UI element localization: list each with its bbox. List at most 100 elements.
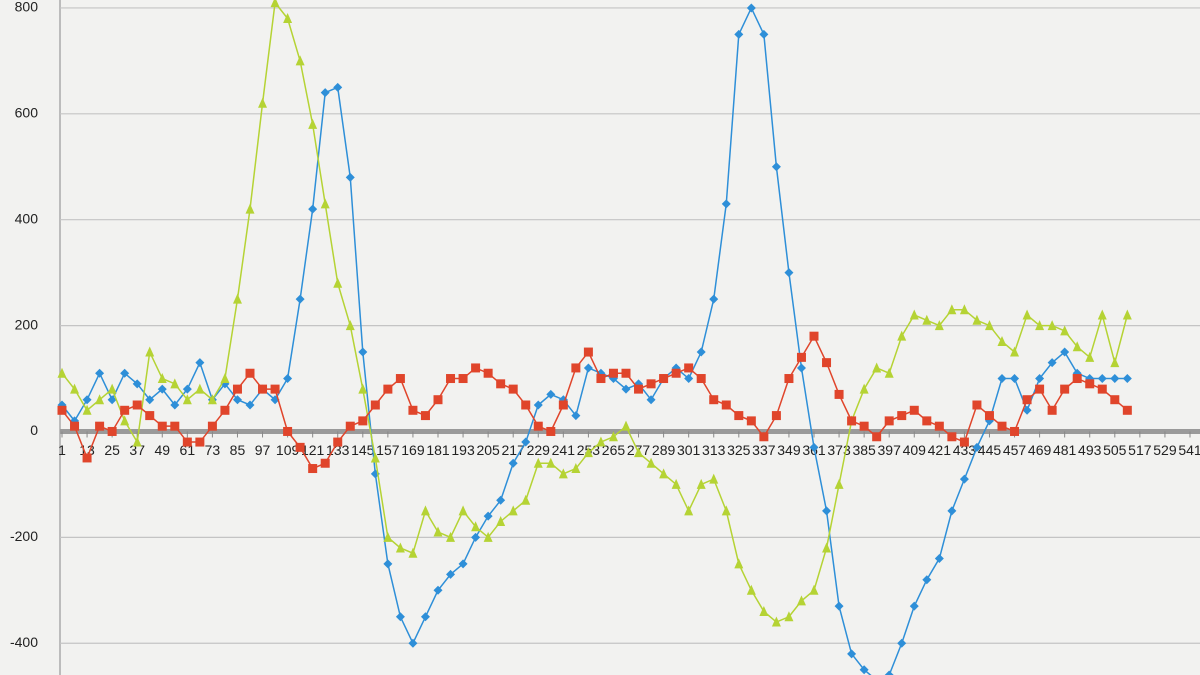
y-tick-label: 800 (15, 0, 39, 15)
point (333, 82, 343, 92)
point (859, 421, 869, 431)
point (571, 363, 581, 373)
point (446, 374, 456, 384)
point (1097, 374, 1107, 384)
x-tick-label: 313 (702, 442, 726, 458)
point (959, 474, 969, 484)
point (496, 495, 506, 505)
point (659, 468, 669, 479)
point (1097, 384, 1107, 394)
point (734, 558, 744, 569)
point (859, 383, 869, 394)
point (508, 505, 518, 516)
point (1110, 374, 1120, 384)
x-tick-label: 445 (978, 442, 1002, 458)
point (646, 395, 656, 405)
point (82, 395, 92, 405)
point (897, 411, 907, 421)
point (671, 478, 681, 489)
point (721, 505, 731, 516)
point (847, 416, 857, 426)
point (721, 400, 731, 410)
point (1085, 351, 1095, 362)
point (659, 374, 669, 384)
point (157, 384, 167, 394)
point (471, 532, 481, 542)
point (709, 473, 719, 484)
point (295, 442, 305, 452)
point (872, 362, 882, 373)
point (408, 405, 418, 415)
point (746, 584, 756, 595)
point (997, 421, 1007, 431)
x-tick-label: 325 (727, 442, 751, 458)
point (1122, 309, 1132, 320)
point (182, 394, 192, 405)
point (395, 542, 405, 553)
point (320, 88, 330, 98)
point (972, 442, 982, 452)
y-tick-label: 400 (15, 210, 39, 226)
point (947, 506, 957, 516)
point (458, 505, 468, 516)
point (195, 437, 205, 447)
point (796, 595, 806, 606)
point (458, 374, 468, 384)
point (997, 335, 1007, 346)
point (897, 330, 907, 341)
point (872, 432, 882, 442)
point (232, 293, 242, 304)
point (558, 468, 568, 479)
point (345, 320, 355, 331)
point (746, 416, 756, 426)
point (809, 584, 819, 595)
point (1072, 374, 1082, 384)
point (834, 478, 844, 489)
point (295, 55, 305, 66)
point (283, 374, 293, 384)
x-tick-label: 1 (58, 442, 66, 458)
point (1060, 347, 1070, 357)
point (1022, 395, 1032, 405)
point (947, 304, 957, 315)
point (408, 638, 418, 648)
point (446, 531, 456, 542)
point (959, 437, 969, 447)
point (70, 421, 80, 431)
point (483, 511, 493, 521)
point (358, 383, 368, 394)
x-tick-label: 241 (552, 442, 576, 458)
point (1047, 358, 1057, 368)
point (1085, 379, 1095, 389)
point (395, 612, 405, 622)
point (684, 374, 694, 384)
y-tick-label: -400 (10, 634, 38, 650)
point (1022, 309, 1032, 320)
point (734, 29, 744, 39)
point (508, 384, 518, 394)
point (157, 421, 167, 431)
point (433, 585, 443, 595)
point (245, 400, 255, 410)
x-tick-label: 397 (878, 442, 902, 458)
x-tick-label: 481 (1053, 442, 1077, 458)
x-tick-label: 181 (426, 442, 450, 458)
point (984, 411, 994, 421)
point (1060, 325, 1070, 336)
x-tick-label: 169 (401, 442, 425, 458)
point (420, 612, 430, 622)
point (95, 394, 105, 405)
point (546, 389, 556, 399)
point (897, 638, 907, 648)
point (308, 464, 318, 474)
point (207, 394, 217, 405)
point (270, 384, 280, 394)
point (1010, 346, 1020, 357)
point (245, 203, 255, 214)
point (383, 559, 393, 569)
x-tick-label: 433 (953, 442, 977, 458)
point (358, 347, 368, 357)
point (1035, 320, 1045, 331)
point (195, 383, 205, 394)
